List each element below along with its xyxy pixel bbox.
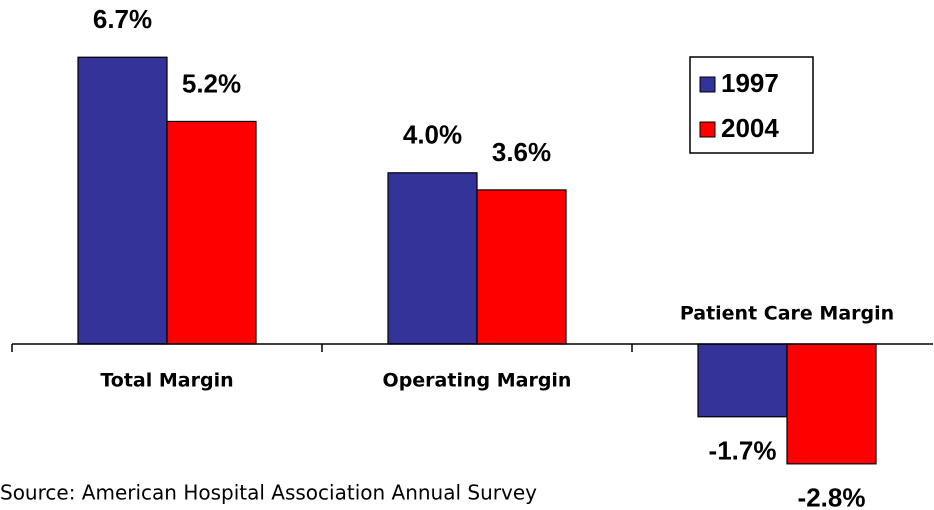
bar	[697, 343, 788, 418]
legend-swatch	[699, 76, 716, 93]
bar	[476, 189, 567, 345]
x-tick-label: Operating Margin	[383, 370, 572, 392]
bar	[786, 343, 877, 465]
value-label: -1.7%	[709, 436, 777, 466]
legend-label: 2004	[721, 113, 779, 143]
value-label: 5.2%	[182, 68, 241, 98]
value-label: 3.6%	[492, 137, 551, 167]
value-label: -2.8%	[798, 483, 866, 510]
value-label: 6.7%	[93, 4, 152, 34]
value-label: 4.0%	[403, 120, 462, 150]
legend-label: 1997	[721, 68, 779, 98]
bar	[77, 56, 168, 345]
x-tick-label: Patient Care Margin	[680, 303, 894, 325]
legend-swatch	[699, 121, 716, 138]
bar	[166, 120, 257, 345]
bar	[387, 172, 478, 345]
source: Source: American Hospital Association An…	[0, 481, 537, 505]
x-tick-label: Total Margin	[100, 370, 233, 392]
